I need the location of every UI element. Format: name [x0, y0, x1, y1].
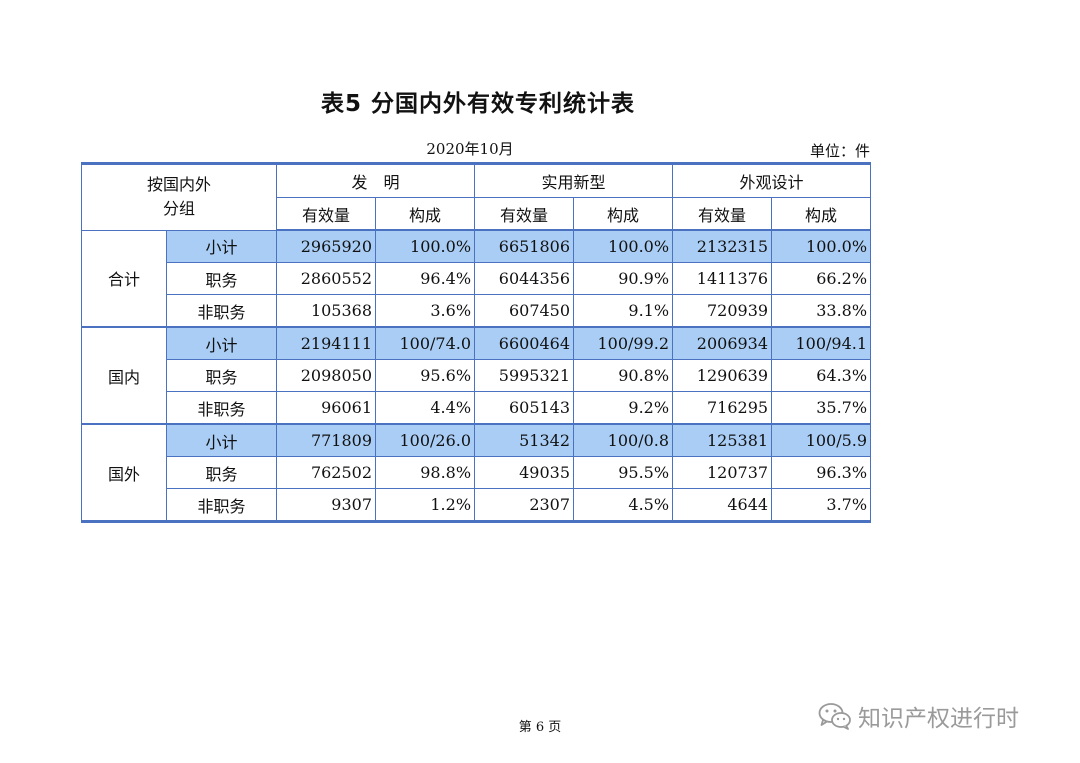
table-cell: 4.4%: [375, 391, 476, 425]
corner-header: 按国内外 分组: [80, 163, 278, 231]
table-cell: 607450: [474, 294, 575, 328]
table-cell: 100/99.2: [573, 326, 674, 360]
row-label: 职务: [165, 359, 278, 392]
table-cell: 5995321: [474, 359, 575, 392]
table-row: 非职务 96061 4.4% 605143 9.2% 716295 35.7%: [82, 391, 872, 425]
table-cell: 6651806: [474, 229, 575, 263]
table-cell: 6600464: [474, 326, 575, 360]
table-cell: 105368: [276, 294, 377, 328]
table-cell: 4.5%: [573, 488, 674, 522]
table-cell: 95.5%: [573, 456, 674, 489]
table-cell: 3.6%: [375, 294, 476, 328]
table-cell: 96.3%: [771, 456, 872, 489]
table-cell: 100/0.8: [573, 423, 674, 457]
group-label: 合计: [81, 229, 167, 328]
table-row: 职务 2860552 96.4% 6044356 90.9% 1411376 6…: [82, 262, 872, 295]
category-header-invention: 发 明: [276, 163, 476, 198]
table-cell: 9.1%: [573, 294, 674, 328]
table-row: 非职务 9307 1.2% 2307 4.5% 4644 3.7%: [82, 488, 872, 522]
subheader: 构成: [771, 197, 872, 231]
table-cell: 100/94.1: [771, 326, 872, 360]
table-cell: 2006934: [672, 326, 773, 360]
table-cell: 95.6%: [375, 359, 476, 392]
table-cell: 720939: [672, 294, 773, 328]
table-cell: 100/26.0: [375, 423, 476, 457]
table-cell: 49035: [474, 456, 575, 489]
table-cell: 90.9%: [573, 262, 674, 295]
table-row: 职务 762502 98.8% 49035 95.5% 120737 96.3%: [82, 456, 872, 489]
table-cell: 2307: [474, 488, 575, 522]
row-label: 小计: [165, 229, 278, 263]
table-cell: 90.8%: [573, 359, 674, 392]
subheader: 有效量: [474, 197, 575, 231]
table-cell: 2965920: [276, 229, 377, 263]
table-cell: 100/74.0: [375, 326, 476, 360]
subheader: 有效量: [276, 197, 377, 231]
table-cell: 2098050: [276, 359, 377, 392]
table-cell: 2194111: [276, 326, 377, 360]
table-cell: 35.7%: [771, 391, 872, 425]
table-row: 国外 小计 771809 100/26.0 51342 100/0.8 1253…: [81, 423, 872, 522]
subheader: 构成: [573, 197, 674, 231]
table-cell: 100.0%: [375, 229, 476, 263]
table-title: 表5 分国内外有效专利统计表: [320, 91, 635, 117]
table-cell: 100.0%: [573, 229, 674, 263]
page-number: 第 6 页: [518, 720, 562, 735]
table-cell: 1290639: [672, 359, 773, 392]
table-cell: 771809: [276, 423, 377, 457]
table-cell: 2860552: [276, 262, 377, 295]
wechat-icon: [818, 703, 851, 730]
row-label: 小计: [165, 326, 278, 360]
category-header-utility-model: 实用新型: [474, 163, 674, 198]
watermark-text: 知识产权进行时: [858, 706, 1019, 732]
watermark: 知识产权进行时: [818, 700, 1019, 732]
row-label: 非职务: [165, 488, 278, 522]
table-cell: 9.2%: [573, 391, 674, 425]
table-cell: 98.8%: [375, 456, 476, 489]
table-cell: 2132315: [672, 229, 773, 263]
report-date: 2020年10月: [426, 140, 514, 158]
table-row: 合计 小计 2965920 100.0% 6651806 100.0% 2132…: [81, 229, 872, 328]
table-cell: 3.7%: [771, 488, 872, 522]
unit-label: 单位：件: [809, 142, 870, 160]
row-label: 职务: [165, 262, 278, 295]
table-cell: 33.8%: [771, 294, 872, 328]
table-cell: 96061: [276, 391, 377, 425]
row-label: 小计: [165, 423, 278, 457]
table-cell: 1.2%: [375, 488, 476, 522]
table-cell: 100.0%: [771, 229, 872, 263]
table-cell: 605143: [474, 391, 575, 425]
table-cell: 66.2%: [771, 262, 872, 295]
table-row: 职务 2098050 95.6% 5995321 90.8% 1290639 6…: [82, 359, 872, 392]
table-cell: 1411376: [672, 262, 773, 295]
table-cell: 716295: [672, 391, 773, 425]
row-label: 职务: [165, 456, 278, 489]
table-row: 国内 小计 2194111 100/74.0 6600464 100/99.2 …: [81, 326, 872, 425]
patent-statistics-table: 按国内外 分组 发 明 实用新型 外观设计 有效量 构成 有效量 构成 有效量 …: [80, 162, 872, 523]
table-cell: 4644: [672, 488, 773, 522]
table-cell: 64.3%: [771, 359, 872, 392]
corner-header-line2: 分组: [163, 199, 196, 219]
row-label: 非职务: [165, 391, 278, 425]
table-row: 非职务 105368 3.6% 607450 9.1% 720939 33.8%: [82, 294, 872, 328]
table-cell: 6044356: [474, 262, 575, 295]
corner-header-line1: 按国内外: [147, 175, 212, 195]
table-cell: 120737: [672, 456, 773, 489]
row-label: 非职务: [165, 294, 278, 328]
table-cell: 51342: [474, 423, 575, 457]
table-cell: 125381: [672, 423, 773, 457]
subheader: 有效量: [672, 197, 773, 231]
table-cell: 100/5.9: [771, 423, 872, 457]
category-header-design: 外观设计: [672, 163, 872, 198]
group-label: 国外: [81, 423, 167, 522]
table-cell: 9307: [276, 488, 377, 522]
group-label: 国内: [81, 326, 167, 425]
table-cell: 762502: [276, 456, 377, 489]
table-cell: 96.4%: [375, 262, 476, 295]
subheader: 构成: [375, 197, 476, 231]
